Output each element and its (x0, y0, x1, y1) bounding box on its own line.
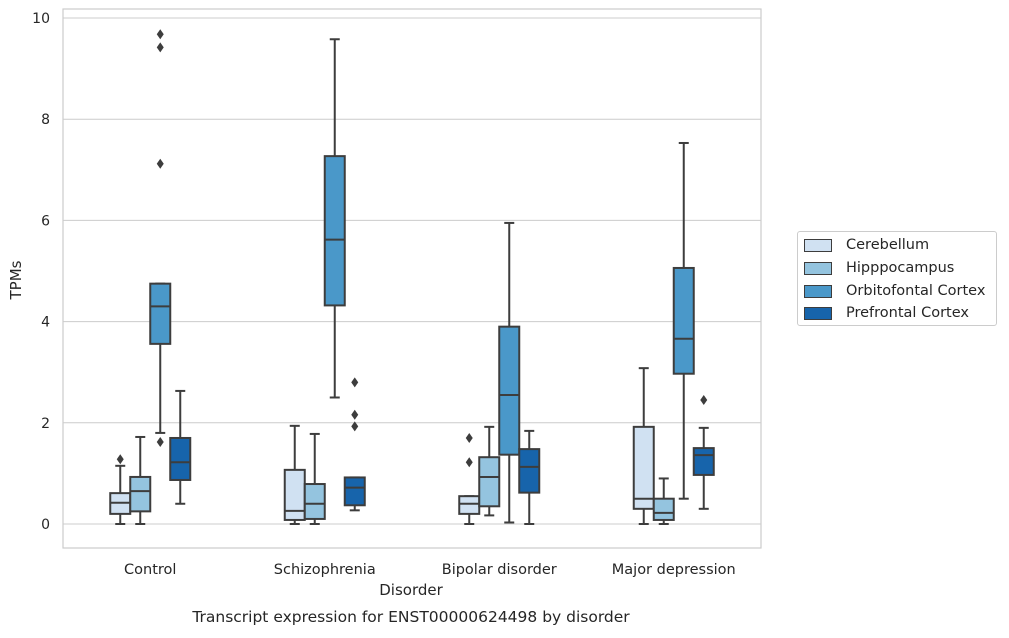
legend-swatch (804, 261, 832, 275)
box-cerebellum (283, 424, 306, 525)
box-cerebellum (458, 432, 481, 525)
outlier-point (156, 437, 164, 448)
chart-title: Transcript expression for ENST0000062449… (191, 608, 630, 626)
box-orbitofontal-cortex (498, 221, 521, 524)
y-tick-label: 10 (32, 11, 50, 27)
legend-label: Prefrontal Cortex (846, 305, 969, 321)
legend-swatch (804, 284, 832, 298)
box-body (478, 456, 501, 508)
box-body (518, 448, 541, 494)
box-orbitofontal-cortex (672, 141, 695, 500)
box-prefrontal-cortex (692, 395, 715, 510)
box-body (323, 155, 346, 307)
box-cerebellum (109, 454, 132, 525)
legend-item-cerebellum: Cerebellum (804, 236, 929, 254)
legend-swatch (804, 238, 832, 252)
box-body (672, 266, 695, 375)
box-body (498, 325, 521, 456)
box-body (692, 447, 715, 476)
x-tick-label: Bipolar disorder (442, 562, 557, 578)
x-tick-label: Control (124, 562, 176, 578)
box-body (149, 282, 172, 345)
box-body (169, 436, 192, 481)
box-body (283, 468, 306, 521)
outlier-point (156, 158, 164, 169)
legend-item-hippocampus: Hipppocampus (804, 259, 954, 277)
box-body (303, 483, 326, 520)
y-tick-label: 6 (41, 213, 50, 229)
legend-label: Hipppocampus (846, 260, 955, 276)
box-orbitofontal-cortex (149, 29, 172, 448)
box-hipppocampus (129, 435, 152, 525)
box-body (458, 495, 481, 515)
legend-label: Orbitofontal Cortex (846, 283, 986, 299)
legend-item-prefrontal-cortex: Prefrontal Cortex (804, 304, 969, 322)
outlier-point (156, 42, 164, 53)
outlier-point (465, 432, 473, 443)
x-tick-label: Schizophrenia (274, 562, 376, 578)
box-body (632, 425, 655, 510)
outlier-point (351, 421, 359, 432)
box-hipppocampus (478, 425, 501, 517)
box-prefrontal-cortex (343, 377, 366, 512)
outlier-point (465, 457, 473, 468)
legend-item-orbitofrontal-cortex: Orbitofontal Cortex (804, 282, 985, 300)
box-body (343, 476, 366, 507)
x-axis-label: Disorder (379, 581, 443, 599)
box-body (129, 475, 152, 513)
outlier-point (351, 409, 359, 420)
outlier-point (116, 454, 124, 465)
outlier-point (700, 395, 708, 406)
y-tick-label: 4 (41, 315, 50, 331)
legend: Cerebellum Hipppocampus Orbitofontal Cor… (797, 231, 997, 326)
y-axis-label: TPMs (7, 260, 25, 300)
plot-frame (62, 8, 762, 549)
box-hipppocampus (652, 477, 675, 525)
box-orbitofontal-cortex (323, 38, 346, 399)
box-prefrontal-cortex (169, 389, 192, 505)
y-tick-label: 0 (41, 517, 50, 533)
y-tick-label: 8 (41, 112, 50, 128)
y-tick-label: 2 (41, 416, 50, 432)
outlier-point (156, 29, 164, 40)
box-hipppocampus (303, 432, 326, 525)
x-tick-label: Major depression (612, 562, 736, 578)
box-body (652, 497, 675, 521)
box-prefrontal-cortex (518, 429, 541, 525)
legend-swatch (804, 306, 832, 320)
legend-label: Cerebellum (846, 237, 930, 253)
box-cerebellum (632, 367, 655, 525)
outlier-point (351, 377, 359, 388)
